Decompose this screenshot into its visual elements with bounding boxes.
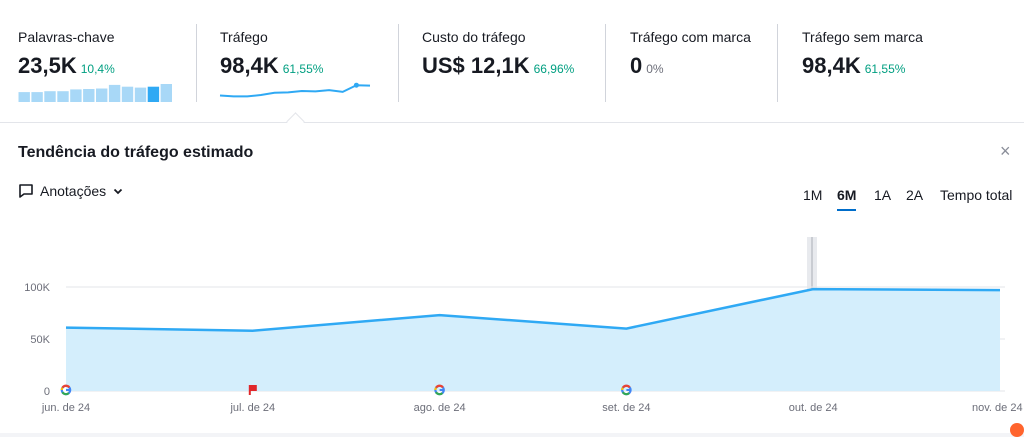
sparkline-bar [96, 88, 108, 102]
y-tick-label: 50K [30, 334, 50, 346]
chevron-down-icon [114, 188, 123, 195]
metric-keywords[interactable]: Palavras-chave 23,5K 10,4% [18, 0, 193, 122]
metric-change: 10,4% [80, 62, 115, 76]
period-6m[interactable]: 6M [837, 187, 857, 211]
sparkline-bar [121, 86, 134, 102]
period-1a[interactable]: 1A [874, 187, 892, 203]
metric-change: 61,55% [864, 62, 906, 76]
metric-value: 98,4K [802, 53, 861, 78]
annotations-label: Anotações [40, 183, 107, 199]
x-tick-label: jun. de 24 [41, 402, 90, 414]
sparkline-bar [31, 92, 43, 102]
close-icon[interactable]: × [1000, 141, 1011, 161]
google-icon[interactable] [60, 384, 72, 396]
period-all-time[interactable]: Tempo total [940, 187, 1013, 203]
sparkline-bar [44, 91, 56, 102]
keywords-sparkline [18, 84, 172, 102]
metric-value: 0 [630, 53, 643, 78]
google-icon[interactable] [434, 384, 445, 396]
metric-label: Tráfego [220, 29, 268, 45]
metrics-bar: Palavras-chave 23,5K 10,4% Tráfego 98,4K 6… [0, 0, 1024, 131]
y-tick-label: 0 [44, 386, 50, 398]
sparkline-bar [83, 89, 95, 102]
metric-traffic[interactable]: Tráfego 98,4K 61,55% [220, 0, 390, 122]
sparkline-point [353, 82, 359, 88]
metric-value: 98,4K [220, 53, 279, 78]
sparkline-bar [70, 89, 82, 102]
metric-non-branded-traffic[interactable]: Tráfego sem marca 98,4K 61,55% [802, 0, 1012, 122]
sparkline-bar [147, 86, 160, 102]
panel-title: Tendência do tráfego estimado [18, 144, 254, 161]
chat-widget[interactable] [1010, 423, 1024, 437]
x-tick-label: nov. de 24 [972, 402, 1023, 414]
flag-icon[interactable] [248, 385, 257, 395]
sparkline-bar [108, 84, 121, 102]
google-icon[interactable] [621, 384, 632, 396]
metric-change: 66,96% [533, 62, 575, 76]
period-2a[interactable]: 2A [906, 187, 924, 203]
sparkline-bar [160, 84, 172, 102]
sparkline-bar [18, 92, 30, 102]
traffic-sparkline [219, 82, 371, 98]
x-tick-label: out. de 24 [789, 402, 838, 414]
x-tick-label: set. de 24 [602, 402, 650, 414]
traffic-area [66, 289, 1000, 391]
period-1m[interactable]: 1M [803, 187, 823, 203]
metric-label: Tráfego com marca [630, 29, 751, 45]
annotations-dropdown[interactable]: Anotações [18, 183, 124, 199]
sparkline-bar [57, 91, 69, 102]
metric-traffic-cost[interactable]: Custo do tráfego US$ 12,1K 66,96% [422, 0, 602, 122]
metric-label: Palavras-chave [18, 29, 115, 45]
sparkline-line [219, 84, 371, 98]
x-tick-label: jul. de 24 [229, 402, 275, 414]
divider [777, 24, 778, 102]
metric-label: Custo do tráfego [422, 29, 526, 45]
sparkline-bar [134, 87, 147, 102]
x-tick-label: ago. de 24 [414, 402, 466, 414]
metric-branded-traffic[interactable]: Tráfego com marca 0 0% [630, 0, 775, 122]
metric-value: 23,5K [18, 53, 77, 78]
divider [398, 24, 399, 102]
comment-icon [19, 184, 33, 198]
divider [605, 24, 606, 102]
metric-change: 61,55% [282, 62, 324, 76]
metric-label: Tráfego sem marca [802, 29, 923, 45]
divider [196, 24, 197, 102]
y-tick-label: 100K [24, 282, 50, 294]
traffic-line [65, 287, 1001, 332]
metric-change: 0% [646, 62, 664, 76]
metric-value: US$ 12,1K [422, 53, 530, 78]
